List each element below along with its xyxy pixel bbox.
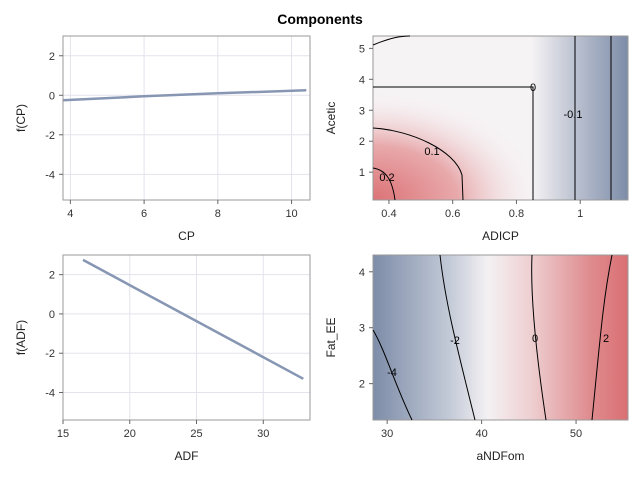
contour-line-0 — [373, 86, 534, 200]
x-tick-label: 0.8 — [509, 208, 524, 220]
x-tick-label: 30 — [381, 428, 393, 440]
x-tick-label: 0.4 — [381, 208, 396, 220]
plot-frame — [62, 35, 311, 201]
contour-line--4 — [372, 329, 413, 421]
x-tick-label: 10 — [285, 208, 297, 220]
y-tick-label: 2 — [49, 270, 55, 282]
y-tick-label: 3 — [359, 323, 365, 335]
contour-label: 0 — [532, 333, 538, 345]
y-axis-label: f(CP) — [14, 104, 28, 132]
panel-f(CP): 4 6 8 10 -4 -2 0 2 CP f(CP) — [14, 35, 311, 243]
y-axis-label: Acetic — [324, 102, 338, 135]
contour-line-0 — [531, 254, 547, 421]
contour-label: -0.1 — [564, 109, 583, 121]
x-axis-label: CP — [178, 229, 195, 243]
contour-label: 0 — [530, 82, 536, 94]
andfom-contours — [372, 254, 613, 421]
contour-line-2 — [591, 254, 613, 421]
y-tick-label: -4 — [45, 169, 55, 181]
x-tick-label: 25 — [190, 428, 202, 440]
x-axis-label: ADF — [175, 449, 199, 463]
contour-label: 2 — [603, 333, 609, 345]
y-tick-label: 0 — [49, 90, 55, 102]
y-tick-label: -2 — [45, 130, 55, 142]
y-tick-label: 0 — [49, 309, 55, 321]
x-axis-label: aNDFom — [476, 449, 524, 463]
x-tick-label: 50 — [570, 428, 582, 440]
y-tick-label: 2 — [49, 51, 55, 63]
panel-f(ADF): 15 20 25 30 -4 -2 0 2 ADF f(ADF) — [14, 254, 311, 463]
plot-frame — [62, 254, 311, 421]
x-tick-label: 8 — [215, 208, 221, 220]
y-tick-label: 5 — [359, 43, 365, 55]
contour-label: -4 — [387, 367, 397, 379]
x-tick-label: 30 — [257, 428, 269, 440]
x-tick-label: 6 — [141, 208, 147, 220]
y-tick-label: 2 — [359, 379, 365, 391]
contour-line--0.1a — [372, 35, 411, 46]
series-line — [62, 89, 307, 102]
contour-line-0.2 — [372, 167, 396, 201]
y-tick-label: 2 — [359, 136, 365, 148]
contour-line-0.1 — [372, 127, 464, 201]
y-tick-label: 4 — [359, 267, 365, 279]
x-axis-label: ADICP — [482, 229, 519, 243]
x-tick-label: 0.6 — [445, 208, 460, 220]
contour-line--2 — [439, 254, 476, 421]
y-tick-label: -4 — [45, 388, 55, 400]
y-tick-label: 3 — [359, 105, 365, 117]
figure-title: Components — [277, 11, 363, 27]
plot-frame — [372, 254, 629, 421]
heatmap-fill — [373, 255, 628, 420]
x-tick-label: 40 — [475, 428, 487, 440]
panel-Fat_EE: 30 40 50 2 3 4 aNDFom Fat_EE — [324, 254, 629, 463]
panel-Acetic: 0.4 0.6 0.8 1 1 2 3 4 5 ADICP Acetic — [324, 35, 629, 243]
y-axis-label: f(ADF) — [14, 320, 28, 355]
y-tick-label: 1 — [359, 167, 365, 179]
x-tick-label: 1 — [577, 208, 583, 220]
contour-label: 0.1 — [424, 146, 439, 158]
heatmap-red-region — [373, 36, 628, 200]
x-tick-label: 15 — [57, 428, 69, 440]
plot-frame — [372, 35, 629, 201]
y-axis-label: Fat_EE — [324, 317, 338, 357]
y-tick-label: 4 — [359, 74, 365, 86]
adicp-contours — [372, 35, 612, 201]
contour-label: -2 — [450, 335, 460, 347]
x-tick-label: 4 — [67, 208, 73, 220]
series-line — [82, 258, 304, 380]
x-tick-label: 20 — [124, 428, 136, 440]
y-tick-label: -2 — [45, 348, 55, 360]
contour-label: 0.2 — [379, 172, 394, 184]
